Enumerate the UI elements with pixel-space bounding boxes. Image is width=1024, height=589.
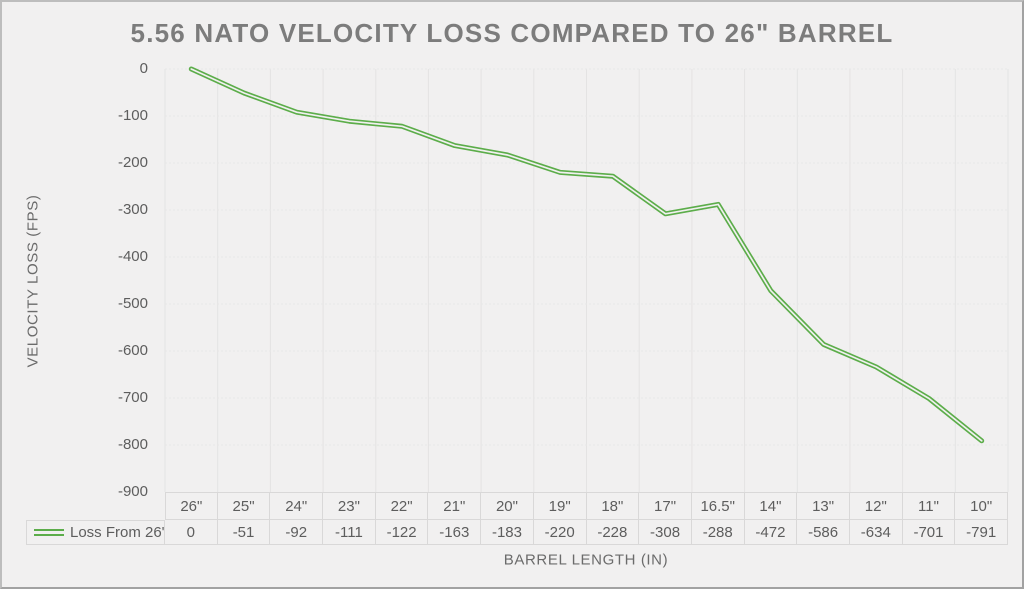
series-line-gap [190,68,983,442]
category-cell: 14" [744,492,798,520]
category-cell: 10" [955,492,1008,520]
table-corner [26,492,165,520]
category-cell: 16.5" [691,492,745,520]
value-cell: -288 [691,520,745,545]
series-name: Loss From 26" [70,524,165,541]
category-cell: 18" [586,492,640,520]
category-cell: 21" [428,492,482,520]
value-cell: -111 [323,520,376,545]
y-tick-label: -200 [117,154,148,171]
x-axis-title: BARREL LENGTH (IN) [503,551,669,569]
y-tick-label: -800 [117,436,148,453]
category-cell: 25" [217,492,271,520]
y-tick-label: 0 [139,60,148,77]
category-cell: 19" [533,492,587,520]
value-cell: 0 [165,520,218,545]
category-cell: 12" [849,492,903,520]
value-cell: -163 [428,520,482,545]
category-cell: 26" [165,492,218,520]
value-cell: -92 [270,520,324,545]
category-cell: 20" [481,492,534,520]
chart-title: 5.56 NATO VELOCITY LOSS COMPARED TO 26" … [130,18,894,48]
y-tick-label: -900 [117,483,148,500]
category-cell: 17" [639,492,692,520]
value-cell: -634 [849,520,903,545]
y-tick-label: -300 [117,201,148,218]
category-cell: 11" [902,492,956,520]
value-cell: -472 [744,520,798,545]
value-cell: -308 [639,520,692,545]
y-tick-label: -100 [117,107,148,124]
category-cell: 22" [375,492,429,520]
value-cell: -220 [533,520,587,545]
category-cell: 23" [323,492,376,520]
category-cell: 13" [797,492,850,520]
category-cell: 24" [270,492,324,520]
value-cell: -51 [217,520,271,545]
value-cell: -228 [586,520,640,545]
value-cell: -586 [797,520,850,545]
y-tick-label: -400 [117,248,148,265]
value-cell: -701 [902,520,956,545]
y-tick-label: -500 [117,295,148,312]
legend-cell: Loss From 26" [26,520,165,545]
value-cell: -183 [481,520,534,545]
y-tick-label: -700 [117,389,148,406]
y-tick-label: -600 [117,342,148,359]
y-axis-title: VELOCITY LOSS (FPS) [24,194,42,368]
data-table: 26" 25" 24" 23" 22" 21" 20" 19" 18" 17" 16.5" 14" 13… [26,492,1008,545]
value-cell: -791 [955,520,1008,545]
series-line-icon [34,529,64,536]
value-cell: -122 [375,520,429,545]
series-line [188,66,985,444]
